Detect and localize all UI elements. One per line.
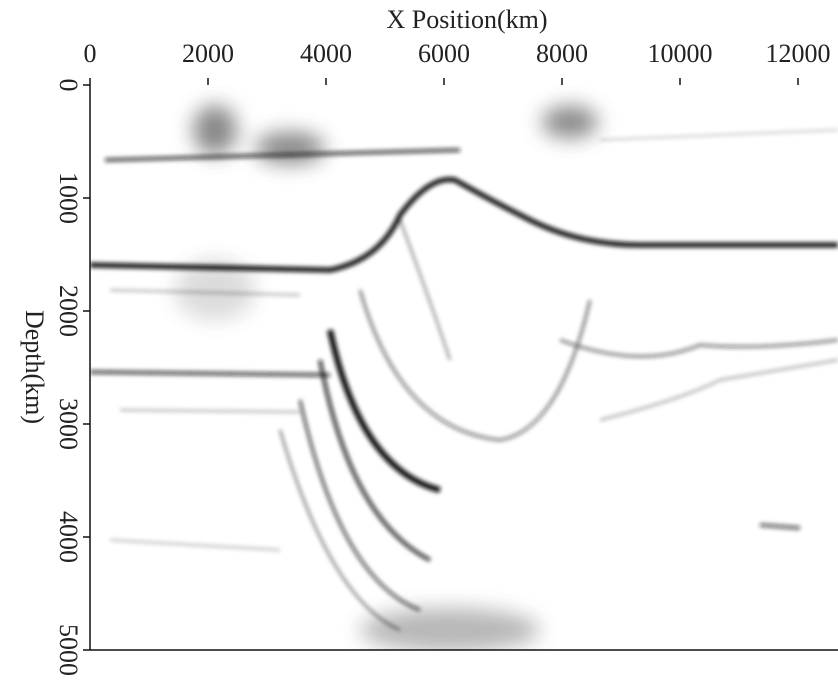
x-tick-label: 2000 <box>182 39 234 68</box>
x-tick-label: 4000 <box>300 39 352 68</box>
y-tick-label: 1000 <box>54 172 83 224</box>
x-tick-label: 8000 <box>536 39 588 68</box>
y-tick-label: 3000 <box>54 398 83 450</box>
x-axis-title: X Position(km) <box>386 5 547 34</box>
y-tick-label: 2000 <box>54 285 83 337</box>
x-tick-label: 12000 <box>765 39 830 68</box>
y-tick-label: 4000 <box>54 511 83 563</box>
x-tick-label: 0 <box>84 39 97 68</box>
x-tick-label: 6000 <box>418 39 470 68</box>
y-axis-title: Depth(km) <box>20 310 49 424</box>
x-tick-label: 10000 <box>647 39 712 68</box>
y-tick-label: 0 <box>54 79 83 92</box>
seismic-image <box>90 85 838 650</box>
y-tick-label: 5000 <box>54 624 83 676</box>
